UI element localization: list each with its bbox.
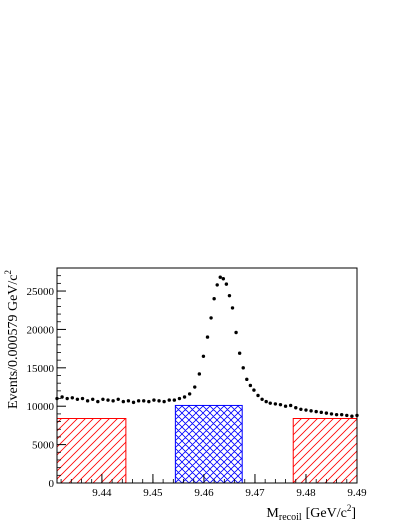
data-point	[205, 335, 210, 339]
data-point	[60, 395, 64, 399]
x-axis-label-sub: recoil	[279, 512, 302, 523]
data-point	[329, 412, 334, 416]
data-point	[288, 403, 293, 408]
y-tick-label: 0	[49, 478, 55, 490]
data-point	[264, 399, 268, 404]
data-point	[314, 409, 318, 414]
data-point	[177, 396, 182, 401]
sideband-region-0	[56, 418, 127, 484]
data-point	[224, 282, 229, 286]
data-point	[324, 411, 329, 415]
data-point	[339, 412, 344, 417]
data-point	[319, 410, 323, 415]
data-point	[268, 401, 272, 405]
data-point	[350, 414, 354, 418]
data-point	[131, 400, 136, 405]
data-point	[193, 385, 197, 389]
data-point	[187, 392, 192, 396]
highlight-regions	[56, 404, 358, 484]
data-point	[182, 395, 187, 399]
y-tick-label: 10000	[27, 401, 55, 413]
x-axis-label-unit: [GeV/c	[306, 506, 347, 521]
y-tick-label: 25000	[27, 286, 55, 298]
data-point	[245, 377, 249, 382]
x-axis-label-close: ]	[351, 506, 356, 521]
x-tick-label: 9.47	[245, 487, 265, 499]
data-point	[234, 330, 238, 335]
data-point	[256, 393, 260, 398]
data-point	[167, 398, 171, 402]
data-point	[101, 397, 105, 402]
x-tick-label: 9.44	[92, 487, 112, 499]
data-point	[227, 293, 232, 298]
data-point	[172, 398, 177, 402]
y-axis-label-main: Events/0.000579 GeV/c	[6, 275, 21, 410]
data-point	[152, 398, 156, 402]
sideband-region-2	[292, 418, 358, 484]
y-tick-label: 15000	[27, 363, 55, 375]
data-point	[116, 397, 120, 402]
data-point	[283, 404, 288, 408]
data-point	[142, 399, 146, 403]
data-point	[218, 275, 222, 279]
x-axis-ticks: 9.44 9.45 9.46 9.47 9.48 9.49	[60, 474, 367, 499]
x-tick-label: 9.49	[347, 487, 367, 499]
data-points	[55, 275, 359, 418]
data-point	[299, 407, 303, 411]
x-axis-label: Mrecoil [GeV/c2]	[266, 503, 356, 523]
data-point	[136, 399, 141, 403]
x-axis-label-sup: 2	[347, 503, 352, 513]
data-point	[230, 306, 235, 310]
data-point	[215, 283, 219, 287]
x-tick-label: 9.45	[143, 487, 163, 499]
y-axis-label: Events/0.000579 GeV/c2	[3, 270, 21, 409]
data-point	[260, 397, 264, 402]
data-point	[70, 396, 75, 400]
x-axis-label-main: M	[266, 506, 279, 521]
data-point	[65, 396, 69, 401]
data-point	[209, 316, 213, 320]
data-point	[309, 409, 313, 413]
data-point	[294, 406, 298, 410]
data-point	[197, 372, 202, 376]
y-tick-label: 5000	[32, 440, 55, 452]
data-point	[278, 402, 283, 407]
data-point	[334, 412, 339, 417]
x-tick-label: 9.48	[296, 487, 316, 499]
data-point	[111, 399, 115, 403]
signal-region-1	[174, 404, 243, 484]
y-axis-ticks: 0 5000 10000 15000 20000 25000	[27, 275, 66, 490]
data-point	[126, 399, 131, 403]
data-point	[273, 402, 278, 406]
x-tick-label: 9.46	[194, 487, 214, 499]
data-point	[237, 351, 242, 355]
data-point	[121, 399, 126, 404]
data-point	[241, 366, 245, 370]
y-tick-label: 20000	[27, 324, 55, 336]
data-point	[147, 399, 151, 404]
y-axis-label-sup: 2	[3, 270, 13, 275]
data-point	[248, 383, 253, 388]
data-point	[221, 277, 226, 281]
data-point	[75, 397, 80, 402]
data-point	[212, 297, 216, 301]
data-point	[80, 396, 85, 401]
data-point	[304, 408, 308, 412]
data-point	[157, 399, 161, 403]
data-point	[201, 354, 206, 359]
data-point	[96, 399, 100, 404]
data-point	[252, 388, 256, 392]
data-point	[91, 397, 95, 402]
data-point	[345, 413, 349, 418]
data-point	[85, 399, 90, 403]
data-point	[162, 399, 166, 404]
data-point	[106, 398, 110, 402]
